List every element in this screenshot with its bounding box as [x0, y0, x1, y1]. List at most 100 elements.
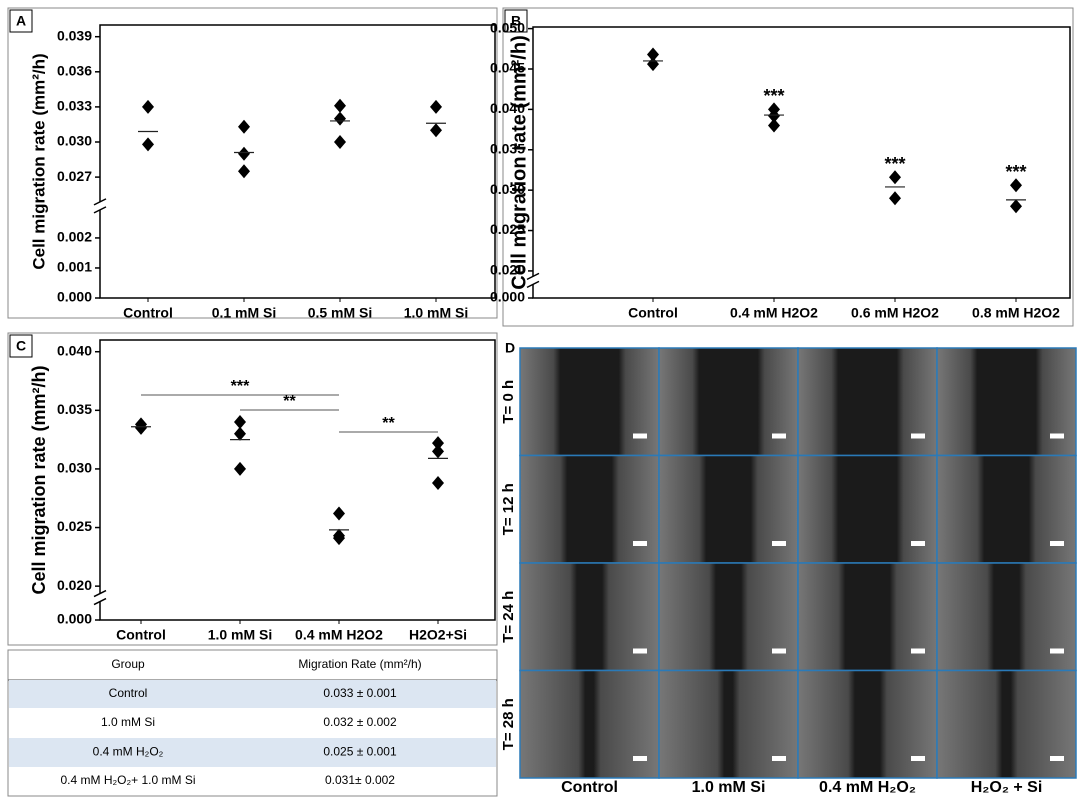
data-point — [142, 137, 154, 152]
axis-break-mark — [93, 198, 107, 206]
data-point — [889, 170, 901, 185]
row-label: T= 28 h — [500, 698, 517, 750]
y-tick-label: 0.033 — [57, 98, 92, 114]
axis-break-gap — [97, 201, 103, 210]
axis-break-mark — [526, 272, 540, 281]
y-tick-label: 0.000 — [57, 611, 92, 627]
significance-label: *** — [231, 378, 250, 395]
panel-label-box — [504, 9, 528, 33]
scale-bar — [1050, 648, 1064, 654]
table-cell: 0.025 ± 0.001 — [323, 745, 397, 759]
micrograph — [797, 669, 938, 779]
panel-label: C — [16, 338, 26, 354]
data-point — [432, 436, 444, 451]
y-tick-label: 0.036 — [57, 63, 92, 79]
data-point — [432, 444, 444, 459]
significance-label: ** — [382, 415, 395, 432]
y-tick-label: 0.045 — [490, 60, 525, 76]
axis-break-mark — [93, 206, 107, 214]
table-cell: 0.033 ± 0.001 — [323, 686, 397, 700]
micrograph — [936, 669, 1077, 779]
significance-label: ** — [283, 393, 296, 410]
micrograph — [658, 669, 799, 779]
axis-break-mark — [526, 280, 540, 289]
x-tick-label: Control — [628, 305, 678, 321]
plot-frame — [532, 26, 1071, 299]
data-point — [889, 191, 901, 206]
row-label: T= 24 h — [500, 591, 517, 643]
row-label: T= 0 h — [500, 380, 517, 424]
y-tick-label: 0.030 — [57, 460, 92, 476]
y-tick-label: 0.035 — [490, 140, 525, 156]
y-tick-label: 0.027 — [57, 168, 92, 184]
micrograph — [658, 454, 799, 564]
y-tick-label: 0.040 — [57, 342, 92, 358]
micrograph — [936, 562, 1077, 672]
y-tick-label: 0.025 — [490, 221, 525, 237]
data-point — [1010, 199, 1022, 214]
y-tick-label: 0.035 — [57, 401, 92, 417]
axis-break-gap — [97, 593, 103, 602]
axis-break-mark — [93, 597, 107, 606]
data-point — [1010, 178, 1022, 193]
data-point — [430, 123, 442, 138]
panel-label-box — [9, 9, 33, 33]
column-label: H₂O₂ + Si — [971, 779, 1043, 796]
panel-label: B — [511, 13, 521, 29]
y-tick-label: 0.002 — [57, 229, 92, 245]
table-box — [7, 649, 498, 797]
micrograph — [519, 347, 660, 457]
y-tick-label: 0.000 — [57, 289, 92, 305]
scale-bar — [911, 541, 925, 546]
significance-label: *** — [763, 86, 784, 106]
table-cell: 0.031± 0.002 — [325, 773, 395, 787]
scale-bar — [633, 648, 647, 654]
micrograph — [797, 347, 938, 457]
data-point — [238, 119, 250, 134]
y-tick-label: 0.020 — [57, 577, 92, 593]
data-point — [234, 426, 246, 441]
y-tick-label: 0.030 — [57, 133, 92, 149]
column-label: Control — [561, 779, 618, 796]
axis-break-mark — [93, 589, 107, 598]
table-cell: 0.032 ± 0.002 — [323, 715, 397, 729]
micrograph — [936, 347, 1077, 457]
x-tick-label: Control — [123, 305, 173, 321]
micrograph — [797, 454, 938, 564]
micrograph — [519, 562, 660, 672]
scale-bar — [772, 433, 786, 439]
panel-label: A — [16, 13, 26, 29]
data-point — [234, 461, 246, 476]
x-tick-label: Control — [116, 627, 166, 643]
data-point — [234, 415, 246, 430]
table-header: Group — [111, 657, 145, 671]
scale-bar — [772, 541, 786, 546]
x-tick-label: 1.0 mM Si — [208, 627, 273, 643]
table-cell: Control — [109, 686, 148, 700]
panel-b-box — [502, 7, 1074, 327]
significance-label: *** — [884, 154, 905, 174]
data-point — [238, 146, 250, 161]
data-point — [334, 135, 346, 149]
x-tick-label: H2O2+Si — [409, 627, 467, 643]
data-point — [647, 47, 659, 62]
scale-bar — [633, 433, 647, 439]
micrograph — [797, 562, 938, 672]
x-tick-label: 0.6 mM H2O2 — [851, 305, 939, 321]
y-tick-label: 0.025 — [57, 518, 92, 534]
scale-bar — [1050, 433, 1064, 439]
scale-bar — [911, 433, 925, 439]
micrograph — [519, 454, 660, 564]
data-point — [142, 99, 154, 114]
y-tick-label: 0.030 — [490, 181, 525, 197]
x-tick-label: 0.1 mM Si — [212, 305, 277, 321]
table-cell: 0.4 mM H₂O₂ — [93, 745, 164, 759]
data-point — [238, 164, 250, 179]
column-label: 0.4 mM H₂O₂ — [819, 779, 916, 796]
table-cell: 1.0 mM Si — [101, 715, 155, 729]
x-tick-label: 0.4 mM H2O2 — [295, 627, 383, 643]
data-point — [768, 108, 780, 123]
y-tick-label: 0.000 — [490, 289, 525, 305]
y-tick-label: 0.001 — [57, 259, 92, 275]
row-label: T= 12 h — [500, 483, 517, 535]
